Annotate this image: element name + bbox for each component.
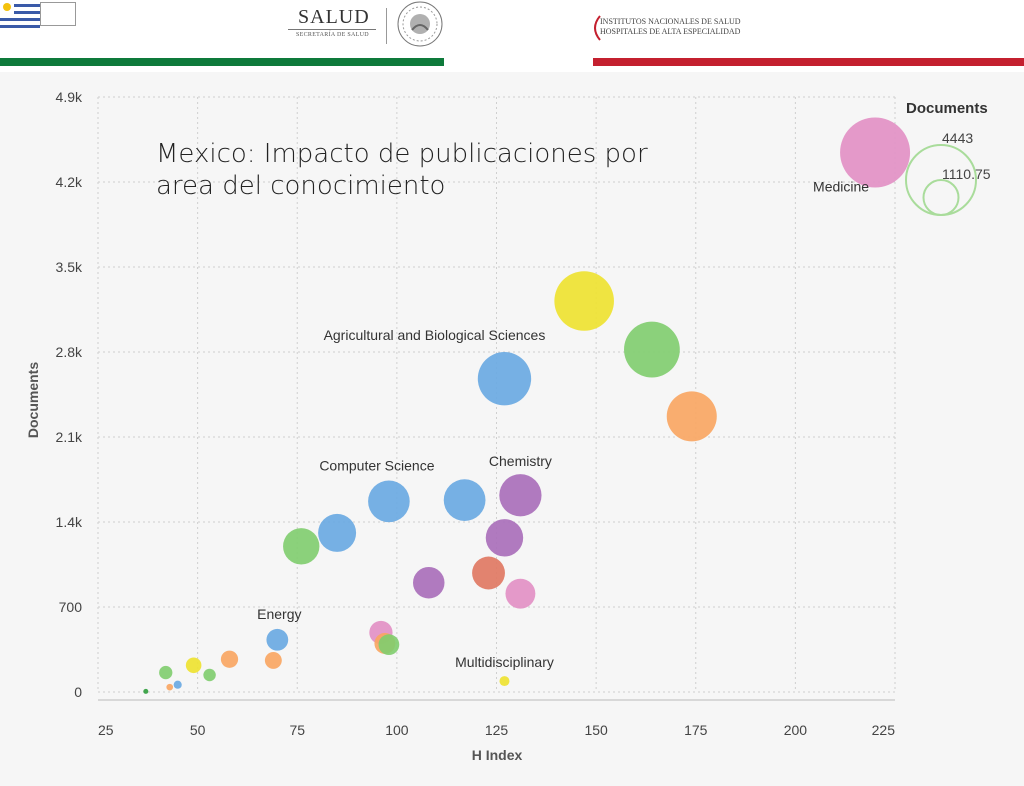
bubble-17[interactable]: [378, 634, 400, 656]
x-tick-label: 150: [584, 722, 608, 738]
x-axis-label: H Index: [472, 747, 523, 763]
bubble-3[interactable]: [477, 352, 532, 406]
salud-subtitle: SECRETARÍA DE SALUD: [296, 32, 369, 38]
y-tick-label: 4.9k: [56, 89, 83, 105]
bubble-15[interactable]: [266, 628, 289, 651]
red-stripe: [593, 58, 1024, 66]
bubble-26[interactable]: [143, 688, 149, 694]
size-legend-min-circle: [922, 179, 960, 216]
y-axis-label: Documents: [25, 362, 41, 438]
flag-icon: [0, 0, 40, 32]
plot-background: [0, 72, 1024, 786]
bubble-23[interactable]: [173, 680, 182, 689]
bubble-11[interactable]: [472, 556, 505, 590]
bubble-label: Agricultural and Biological Sciences: [324, 327, 546, 343]
x-tick-label: 100: [385, 722, 409, 738]
bubble-0[interactable]: [840, 117, 911, 188]
x-tick-label: 50: [190, 722, 206, 738]
size-legend-min-label: 1110.75: [942, 166, 991, 182]
x-tick-label: 200: [784, 722, 808, 738]
bubble-2[interactable]: [624, 321, 680, 378]
institution-line-2: HOSPITALES DE ALTA ESPECIALIDAD: [600, 27, 741, 36]
x-tick-label: 25: [98, 722, 114, 738]
bubble-label: Chemistry: [489, 453, 552, 469]
salud-divider: [288, 29, 376, 30]
bubble-21[interactable]: [159, 665, 173, 680]
y-tick-label: 3.5k: [56, 259, 83, 275]
bubble-label: Multidisciplinary: [455, 654, 554, 670]
bubble-24[interactable]: [166, 683, 174, 691]
coat-of-arms-icon: [397, 1, 443, 47]
x-tick-label: 175: [684, 722, 708, 738]
grid-lines: [97, 96, 896, 701]
y-tick-label: 700: [59, 599, 83, 615]
y-tick-label: 1.4k: [56, 514, 83, 530]
bubble-5[interactable]: [499, 474, 542, 517]
y-tick-label: 2.8k: [56, 344, 83, 360]
bubble-25[interactable]: [499, 676, 510, 687]
bubble-19[interactable]: [264, 651, 282, 669]
bubble-8[interactable]: [318, 513, 357, 552]
bubble-label: Computer Science: [319, 458, 434, 474]
bubble-10[interactable]: [283, 528, 320, 565]
y-tick-labels: 0 700 1.4k 2.1k 2.8k 3.5k 4.2k 4.9k: [56, 89, 83, 700]
x-tick-label: 225: [872, 722, 896, 738]
bubble-6[interactable]: [443, 479, 486, 522]
bubble-1[interactable]: [554, 271, 614, 331]
size-legend-title: Documents: [906, 100, 988, 117]
bubble-20[interactable]: [185, 657, 202, 674]
green-stripe: [0, 58, 444, 66]
header-bar: SALUD SECRETARÍA DE SALUD INSTITUTOS NAC…: [0, 0, 1024, 72]
bubble-label: Medicine: [813, 178, 869, 194]
y-tick-label: 0: [74, 684, 82, 700]
institution-name: INSTITUTOS NACIONALES DE SALUD HOSPITALE…: [600, 17, 741, 37]
bubble-7[interactable]: [368, 480, 410, 523]
institution-line-1: INSTITUTOS NACIONALES DE SALUD: [600, 17, 741, 26]
bubbles: [143, 117, 911, 694]
size-legend: [905, 144, 977, 216]
bubble-labels: Medicine Agricultural and Biological Scie…: [257, 178, 869, 670]
x-tick-label: 125: [485, 722, 509, 738]
header-separator: [386, 8, 387, 44]
chart-title: Mexico: Impacto de publicaciones por are…: [156, 139, 648, 201]
secondary-logo-icon: [40, 2, 76, 26]
bubble-18[interactable]: [220, 650, 239, 668]
x-tick-label: 75: [289, 722, 305, 738]
y-tick-label: 2.1k: [56, 429, 83, 445]
size-legend-max-label: 4443: [942, 130, 974, 146]
y-tick-label: 4.2k: [56, 174, 83, 190]
bubble-22[interactable]: [203, 668, 216, 682]
bubble-12[interactable]: [413, 566, 445, 599]
salud-logo-text: SALUD: [298, 6, 370, 28]
bubble-13[interactable]: [505, 578, 536, 609]
bubble-4[interactable]: [666, 391, 717, 442]
bubble-9[interactable]: [485, 519, 524, 557]
x-tick-labels: 25 50 75 100 125 150 175 200 225: [98, 722, 895, 738]
institution-logo-icon: [594, 15, 601, 41]
bubble-label: Energy: [257, 606, 301, 622]
